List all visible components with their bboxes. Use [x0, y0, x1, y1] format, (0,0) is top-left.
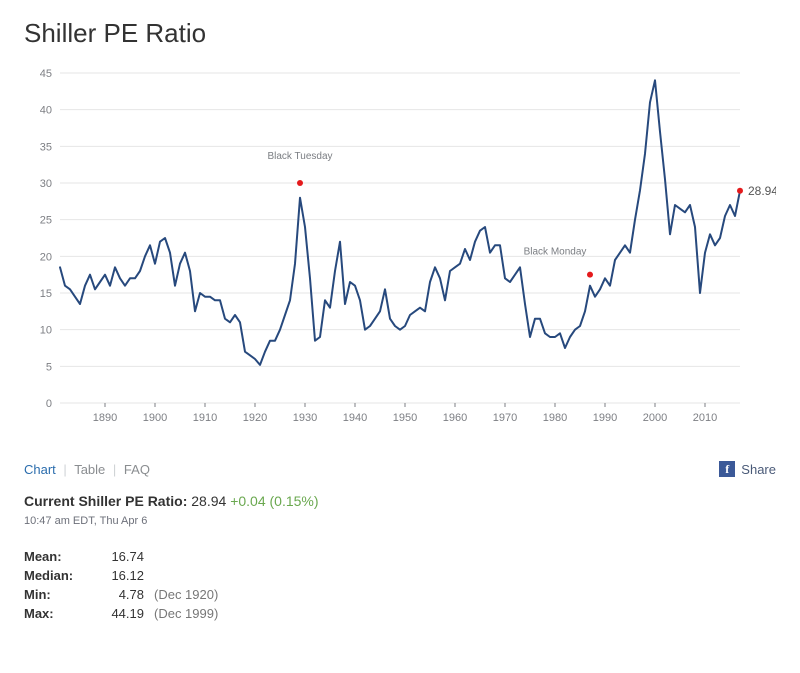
svg-text:1940: 1940	[343, 412, 367, 424]
current-label: Current Shiller PE Ratio:	[24, 493, 187, 509]
svg-text:1980: 1980	[543, 412, 567, 424]
current-value-line: Current Shiller PE Ratio: 28.94 +0.04 (0…	[24, 493, 776, 509]
stat-label: Median:	[24, 568, 94, 583]
stat-label: Mean:	[24, 549, 94, 564]
tab-faq[interactable]: FAQ	[124, 462, 150, 477]
svg-text:5: 5	[46, 361, 52, 373]
svg-text:Black Monday: Black Monday	[524, 246, 587, 257]
tabs-left: Chart | Table | FAQ	[24, 462, 150, 477]
tab-separator: |	[59, 462, 70, 477]
svg-text:35: 35	[40, 141, 52, 153]
svg-text:15: 15	[40, 288, 52, 300]
svg-text:1890: 1890	[93, 412, 117, 424]
svg-text:0: 0	[46, 398, 52, 410]
share-label: Share	[741, 462, 776, 477]
svg-text:1930: 1930	[293, 412, 317, 424]
svg-text:28.94: 28.94	[748, 184, 776, 198]
svg-text:10: 10	[40, 325, 52, 337]
stat-row-min: Min: 4.78 (Dec 1920)	[24, 587, 776, 602]
timestamp: 10:47 am EDT, Thu Apr 6	[24, 515, 776, 527]
svg-text:40: 40	[40, 105, 52, 117]
svg-text:1990: 1990	[593, 412, 617, 424]
svg-text:45: 45	[40, 68, 52, 80]
pe-ratio-chart: 0 5 10 15 20 25 30 35 40 45 1890 1900 1910 1920 1930 19…	[24, 63, 776, 443]
svg-text:1900: 1900	[143, 412, 167, 424]
svg-text:1920: 1920	[243, 412, 267, 424]
page-title: Shiller PE Ratio	[24, 18, 776, 49]
facebook-icon: f	[719, 461, 735, 477]
stat-date: (Dec 1920)	[144, 587, 218, 602]
tab-separator: |	[109, 462, 120, 477]
stat-value: 4.78	[94, 587, 144, 602]
current-change: +0.04 (0.15%)	[230, 493, 318, 509]
tab-table[interactable]: Table	[74, 462, 105, 477]
stat-date: (Dec 1999)	[144, 606, 218, 621]
svg-text:1960: 1960	[443, 412, 467, 424]
svg-text:20: 20	[40, 251, 52, 263]
current-value: 28.94	[191, 493, 226, 509]
tab-chart[interactable]: Chart	[24, 462, 56, 477]
stat-label: Max:	[24, 606, 94, 621]
svg-text:2000: 2000	[643, 412, 667, 424]
share-button[interactable]: f Share	[719, 461, 776, 477]
svg-text:1970: 1970	[493, 412, 517, 424]
stat-row-median: Median: 16.12	[24, 568, 776, 583]
svg-text:1950: 1950	[393, 412, 417, 424]
stat-value: 44.19	[94, 606, 144, 621]
tabs-row: Chart | Table | FAQ f Share	[24, 461, 776, 477]
svg-text:2010: 2010	[693, 412, 717, 424]
svg-text:25: 25	[40, 215, 52, 227]
stat-value: 16.74	[94, 549, 144, 564]
stat-value: 16.12	[94, 568, 144, 583]
stats-table: Mean: 16.74 Median: 16.12 Min: 4.78 (Dec…	[24, 549, 776, 621]
svg-text:Black Tuesday: Black Tuesday	[267, 151, 332, 162]
stat-row-max: Max: 44.19 (Dec 1999)	[24, 606, 776, 621]
stat-row-mean: Mean: 16.74	[24, 549, 776, 564]
svg-text:30: 30	[40, 178, 52, 190]
stat-label: Min:	[24, 587, 94, 602]
svg-text:1910: 1910	[193, 412, 217, 424]
